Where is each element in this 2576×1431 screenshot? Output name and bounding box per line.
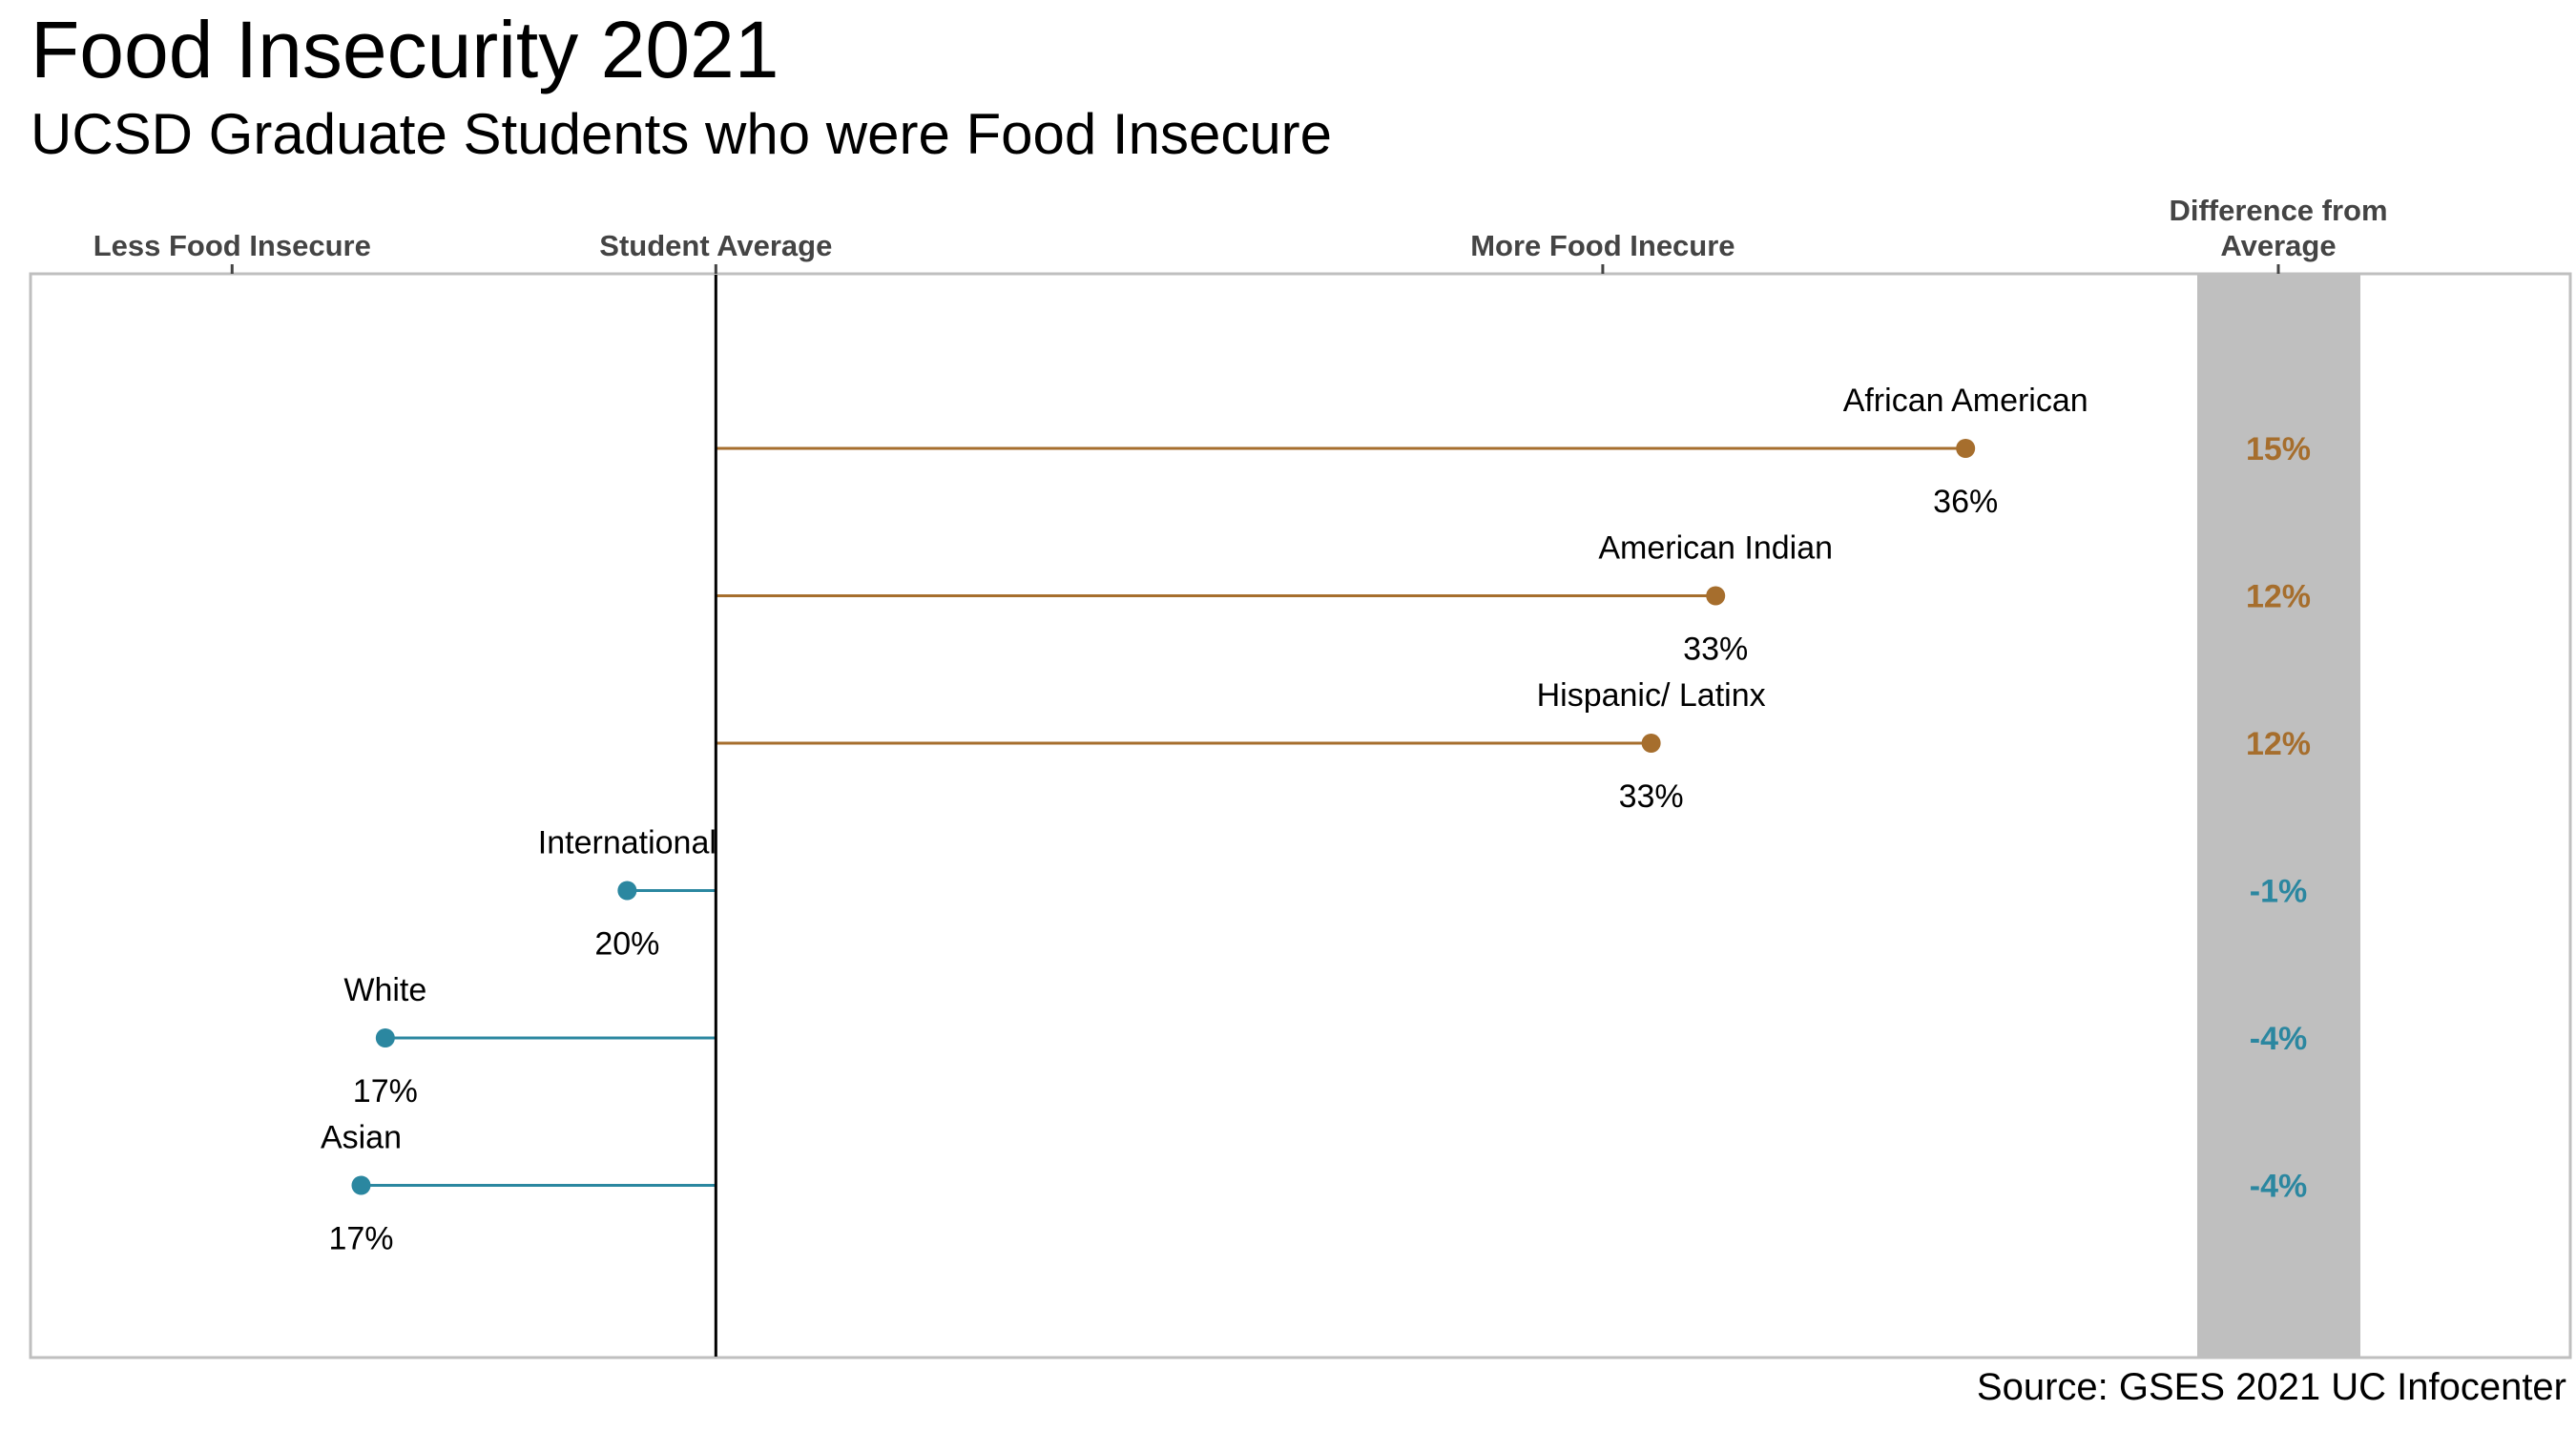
point-hispanic-latinx	[1641, 734, 1661, 753]
value-label-american-indian: 33%	[1683, 632, 1748, 668]
plot-frame	[29, 272, 2572, 1359]
value-label-white: 17%	[353, 1073, 418, 1110]
category-label-international: International	[538, 825, 717, 861]
axis-header-less-food-insecure: Less Food Insecure	[93, 229, 371, 262]
source-note: Source: GSES 2021 UC Infocenter	[1976, 1366, 2566, 1408]
chart-subtitle: UCSD Graduate Students who were Food Ins…	[31, 102, 1333, 166]
difference-label-african-american: 15%	[2246, 431, 2311, 467]
point-asian	[351, 1175, 371, 1195]
value-label-hispanic-latinx: 33%	[1619, 778, 1684, 815]
axis-header-student-average: Student Average	[599, 229, 832, 262]
value-label-african-american: 36%	[1933, 484, 1998, 520]
category-label-hispanic-latinx: Hispanic/ Latinx	[1537, 677, 1766, 714]
point-international	[617, 881, 637, 901]
value-label-asian: 17%	[328, 1221, 393, 1257]
category-label-african-american: African American	[1843, 383, 2088, 419]
point-white	[375, 1028, 395, 1047]
axis-header-more-food-inecure: More Food Inecure	[1470, 229, 1735, 262]
difference-header-line-1: Difference from	[2169, 194, 2387, 227]
category-label-american-indian: American Indian	[1598, 530, 1833, 567]
difference-panel	[2197, 275, 2360, 1357]
category-label-white: White	[343, 972, 426, 1008]
difference-label-international: -1%	[2250, 874, 2307, 910]
value-label-international: 20%	[594, 926, 659, 963]
difference-label-american-indian: 12%	[2246, 579, 2311, 615]
difference-label-hispanic-latinx: 12%	[2246, 726, 2311, 762]
chart-title: Food Insecurity 2021	[31, 5, 779, 94]
difference-label-asian: -4%	[2250, 1169, 2307, 1205]
point-african-american	[1956, 439, 1976, 458]
difference-header-line-2: Average	[2220, 229, 2336, 262]
difference-label-white: -4%	[2250, 1021, 2307, 1057]
point-american-indian	[1706, 586, 1726, 606]
category-label-asian: Asian	[321, 1120, 402, 1156]
